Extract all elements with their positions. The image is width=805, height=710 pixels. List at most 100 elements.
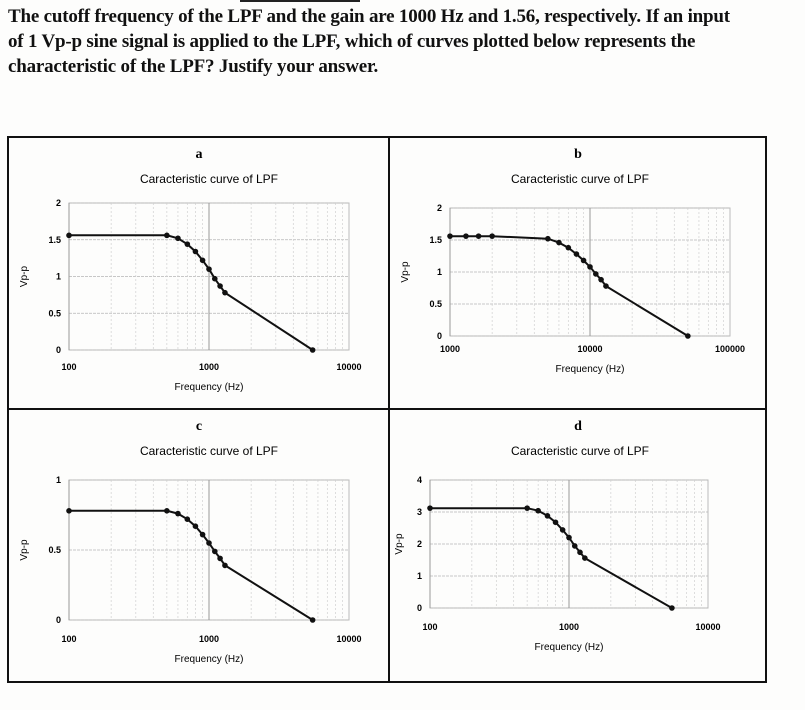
data-point	[556, 239, 562, 246]
y-tick-label: 3	[417, 507, 422, 517]
top-rule	[240, 0, 360, 2]
y-tick-label: 0.5	[48, 545, 61, 555]
data-point	[184, 516, 191, 522]
y-axis-label: Vp-p	[19, 539, 30, 561]
data-point	[565, 244, 572, 251]
x-axis-label: Frequency (Hz)	[175, 382, 244, 393]
chart-cell-a: a Caracteristic curve of LPF 0 0.5 1 1.5 2 100 1…	[9, 138, 388, 408]
data-point	[217, 555, 223, 562]
y-axis-label: Vp-p	[394, 533, 405, 555]
x-tick-label: 1000	[199, 634, 219, 644]
x-tick-label: 10000	[336, 362, 361, 372]
y-tick-label: 1.5	[48, 235, 61, 245]
data-point	[552, 519, 559, 526]
question-text: The cutoff frequency of the LPF and the …	[8, 4, 778, 79]
series-line	[450, 235, 689, 337]
y-tick-label: 1	[56, 475, 61, 485]
chart-d: d Caracteristic curve of LPF 0 1 2 3 4 100 1000 1…	[394, 419, 721, 653]
data-point	[164, 508, 170, 514]
data-point	[545, 235, 551, 242]
data-point	[206, 540, 212, 546]
chart-b: b Caracteristic curve of LPF 0 0.5 1 1.5 2 1000…	[400, 147, 745, 375]
x-tick-label: 1000	[440, 344, 460, 354]
data-point	[535, 507, 541, 514]
data-point	[489, 233, 495, 239]
data-point	[66, 232, 72, 239]
y-tick-label: 4	[417, 475, 422, 485]
data-point	[309, 617, 316, 623]
y-tick-label: 1	[437, 267, 442, 277]
data-point	[559, 527, 566, 533]
data-point	[217, 283, 223, 289]
data-point	[211, 548, 218, 555]
x-axis-label: Frequency (Hz)	[175, 654, 244, 665]
data-point	[475, 233, 482, 239]
data-point	[587, 264, 593, 270]
y-tick-label: 1.5	[429, 235, 442, 245]
data-point	[592, 271, 599, 277]
y-tick-label: 0.5	[429, 299, 442, 309]
y-tick-label: 0	[437, 331, 442, 341]
data-point	[175, 235, 181, 242]
question-line-1: The cutoff frequency of the LPF and the …	[8, 6, 730, 27]
chart-cell-d: d Caracteristic curve of LPF 0 1 2 3 4 100 1000 1…	[390, 410, 765, 681]
question-line-3: characteristic of the LPF? Justify your …	[8, 56, 379, 77]
charts-table: a Caracteristic curve of LPF 0 0.5 1 1.5 2 100 1…	[7, 136, 767, 683]
data-point	[669, 605, 675, 611]
data-point	[463, 233, 469, 239]
x-tick-label: 100	[422, 622, 437, 632]
table-horizontal-divider	[9, 408, 765, 410]
data-point	[524, 505, 530, 511]
panel-letter: b	[574, 147, 582, 162]
x-tick-label: 1000	[199, 362, 219, 372]
data-point	[309, 347, 316, 353]
panel-letter: c	[196, 419, 202, 434]
y-axis-label: Vp-p	[400, 261, 411, 283]
y-tick-label: 0	[56, 615, 61, 625]
x-tick-label: 100000	[715, 344, 745, 354]
question-line-2: of 1 Vp-p sine signal is applied to the …	[8, 31, 696, 52]
chart-a: a Caracteristic curve of LPF 0 0.5 1 1.5 2 100 1…	[19, 147, 362, 393]
data-point	[192, 248, 199, 255]
data-point	[598, 276, 604, 283]
data-point	[164, 232, 170, 239]
data-point	[206, 266, 212, 272]
y-tick-label: 1	[417, 571, 422, 581]
chart-cell-b: b Caracteristic curve of LPF 0 0.5 1 1.5 2 1000…	[390, 138, 765, 408]
data-point	[447, 233, 453, 239]
x-tick-label: 10000	[695, 622, 720, 632]
y-tick-label: 0.5	[48, 308, 61, 318]
data-point	[175, 510, 181, 517]
chart-c: c Caracteristic curve of LPF 0 0.5 1 100 1000 1…	[19, 419, 362, 665]
y-tick-label: 0	[417, 603, 422, 613]
data-point	[580, 257, 587, 264]
data-point	[571, 543, 578, 549]
x-tick-label: 1000	[559, 622, 579, 632]
data-point	[582, 555, 588, 561]
data-point	[577, 549, 583, 556]
data-point	[573, 251, 580, 257]
panel-letter: d	[574, 419, 582, 434]
x-tick-label: 10000	[577, 344, 602, 354]
y-tick-label: 0	[56, 345, 61, 355]
x-tick-label: 10000	[336, 634, 361, 644]
panel-letter: a	[196, 147, 203, 162]
data-point	[427, 505, 433, 511]
x-tick-label: 100	[61, 634, 76, 644]
data-point	[222, 289, 228, 296]
x-axis-label: Frequency (Hz)	[535, 642, 604, 653]
chart-title: Caracteristic curve of LPF	[140, 444, 278, 458]
data-point	[566, 534, 572, 541]
chart-cell-c: c Caracteristic curve of LPF 0 0.5 1 100 1000 1…	[9, 410, 388, 681]
data-point	[685, 333, 691, 339]
y-axis-label: Vp-p	[19, 266, 30, 288]
data-point	[66, 508, 72, 514]
chart-title: Caracteristic curve of LPF	[140, 172, 278, 186]
data-point	[211, 275, 218, 282]
chart-title: Caracteristic curve of LPF	[511, 172, 649, 186]
chart-title: Caracteristic curve of LPF	[511, 444, 649, 458]
data-point	[199, 531, 206, 538]
data-point	[544, 513, 551, 519]
data-point	[192, 523, 199, 529]
data-point	[603, 283, 609, 289]
